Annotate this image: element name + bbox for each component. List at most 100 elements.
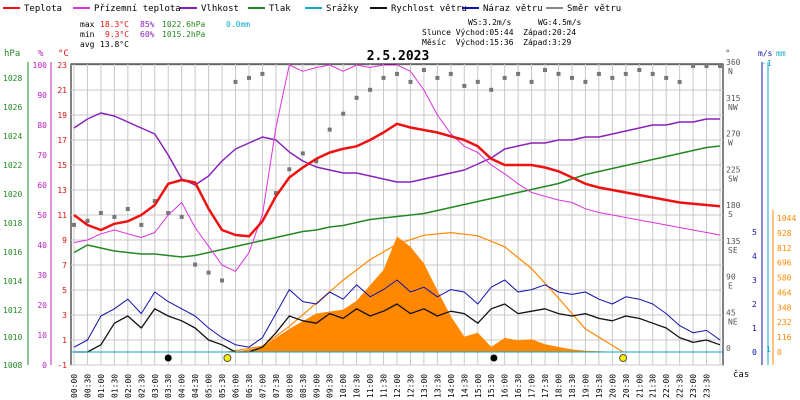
legend-item-teplota: Teplota <box>3 4 62 14</box>
x-tick-label: 19:30 <box>595 374 604 398</box>
x-tick-label: 01:30 <box>110 374 119 398</box>
direction-compass-label: NE <box>728 317 738 326</box>
wind-direction-point <box>287 167 292 172</box>
x-tick-label: 22:30 <box>676 374 685 398</box>
chart-title: 2.5.2023 <box>367 49 430 64</box>
wind-direction-point <box>112 214 117 219</box>
wind-direction-point <box>233 79 238 84</box>
x-tick-label: 14:30 <box>460 374 469 398</box>
stats-sun-times: Slunce Východ:05:44 Západ:20:24 <box>422 28 576 37</box>
stats-max-pressure: 1022.6hPa <box>162 20 206 29</box>
wind-direction-point <box>408 79 413 84</box>
humidity-tick-label: 80 <box>37 121 47 130</box>
stats-min-temp: 9.3°C <box>105 30 129 39</box>
x-tick-label: 08:00 <box>285 374 294 398</box>
stats-max-rain: 0.0mm <box>226 20 250 29</box>
axis-tick-labels: 1028102610241022102010181016101410121010… <box>3 58 796 398</box>
stats-block: max 18.3°C 85% 1022.6hPa 0.0mm min 9.3°C… <box>80 18 582 49</box>
ms-tick-label: 4 <box>752 252 757 261</box>
legend-item-vlhkost: Vlhkost <box>180 4 239 14</box>
wind-direction-point <box>166 211 171 215</box>
wind-direction-point <box>139 222 144 227</box>
ms-tick-label: 3 <box>752 276 757 285</box>
x-tick-label: 13:30 <box>433 374 442 398</box>
x-tick-label: 08:30 <box>299 374 308 398</box>
wind-gust-line <box>73 279 721 348</box>
x-tick-label: 10:30 <box>353 374 362 398</box>
direction-tick-label: 225 <box>726 165 741 174</box>
temp-tick-label: 23 <box>57 61 67 70</box>
legend-item-rychlost-vetru: Rychlost větru <box>370 4 467 14</box>
wind-direction-point <box>529 79 534 84</box>
x-tick-label: 11:00 <box>366 374 375 398</box>
solar-tick-label: 116 <box>777 333 792 342</box>
temp-tick-label: 11 <box>57 211 67 220</box>
x-tick-label: 16:00 <box>501 374 510 398</box>
temp-tick-label: 13 <box>57 186 67 195</box>
x-tick-label: 03:30 <box>164 374 173 398</box>
x-tick-label: 10:00 <box>339 374 348 398</box>
wind-direction-point <box>273 191 278 196</box>
direction-compass-label: N <box>728 67 733 76</box>
wind-direction-point <box>72 222 76 227</box>
temp-tick-label: 19 <box>57 111 67 120</box>
legend-label-rychlost-vetru: Rychlost větru <box>391 4 467 14</box>
x-tick-label: 06:30 <box>245 374 254 398</box>
solar-tick-label: 696 <box>777 259 792 268</box>
hpa-tick-label: 1010 <box>3 333 22 342</box>
hpa-tick-label: 1012 <box>3 306 22 315</box>
wind-direction-point <box>664 75 669 80</box>
wind-direction-point <box>98 211 103 215</box>
legend: Teplota Přízemní teplota Vlhkost Tlak Sr… <box>3 4 621 14</box>
wind-direction-point <box>421 68 426 72</box>
temp-tick-label: -1 <box>57 361 67 370</box>
x-tick-label: 11:30 <box>380 374 389 398</box>
x-tick-label: 07:30 <box>272 374 281 398</box>
moon-marker <box>490 354 498 362</box>
wind-direction-point <box>327 127 332 132</box>
legend-item-naraz-vetru: Náraz větru <box>462 4 543 14</box>
grid-lines <box>71 64 723 366</box>
wind-direction-point <box>610 75 615 80</box>
solar-tick-label: 0 <box>777 348 782 357</box>
wind-direction-point <box>354 95 359 100</box>
wind-direction-point <box>206 270 211 275</box>
wind-direction-point <box>556 71 561 76</box>
humidity-tick-label: 30 <box>37 271 47 280</box>
direction-tick-label: 270 <box>726 130 741 139</box>
wind-direction-point <box>489 87 494 92</box>
humidity-tick-label: 40 <box>37 241 47 250</box>
direction-tick-label: 135 <box>726 237 741 246</box>
x-tick-label: 05:00 <box>205 374 214 398</box>
x-tick-label: 00:00 <box>70 374 79 398</box>
solar-tick-label: 232 <box>777 318 792 327</box>
wind-direction-point <box>570 75 574 80</box>
ms-tick-label: 2 <box>752 300 757 309</box>
hpa-tick-label: 1018 <box>3 219 22 228</box>
sun-marker <box>619 354 628 362</box>
x-tick-label: 21:00 <box>635 374 644 398</box>
x-tick-label: 14:00 <box>447 374 456 398</box>
solar-tick-label: 812 <box>777 244 792 253</box>
wind-direction-point <box>341 111 346 116</box>
stats-wind-speed: WS:3.2m/s <box>468 18 512 27</box>
wind-direction-point <box>691 64 696 68</box>
x-tick-label: 04:00 <box>178 374 187 398</box>
wind-direction-point <box>220 278 224 283</box>
direction-compass-label: E <box>728 282 733 291</box>
wind-direction-point <box>650 71 655 76</box>
x-tick-label: 06:00 <box>232 374 241 398</box>
legend-label-tlak: Tlak <box>269 4 291 14</box>
temp-tick-label: 17 <box>57 136 67 145</box>
direction-tick-label: 315 <box>726 94 741 103</box>
x-tick-label: 21:30 <box>649 374 658 398</box>
solar-tick-label: 580 <box>777 274 792 283</box>
wind-direction-point <box>623 71 628 76</box>
solar-tick-label: 464 <box>777 288 792 297</box>
stats-min-humidity: 60% <box>140 30 155 39</box>
x-axis-title: čas <box>733 369 749 380</box>
x-tick-label: 15:30 <box>487 374 496 398</box>
x-tick-label: 13:00 <box>420 374 429 398</box>
wind-direction-point <box>314 159 319 164</box>
